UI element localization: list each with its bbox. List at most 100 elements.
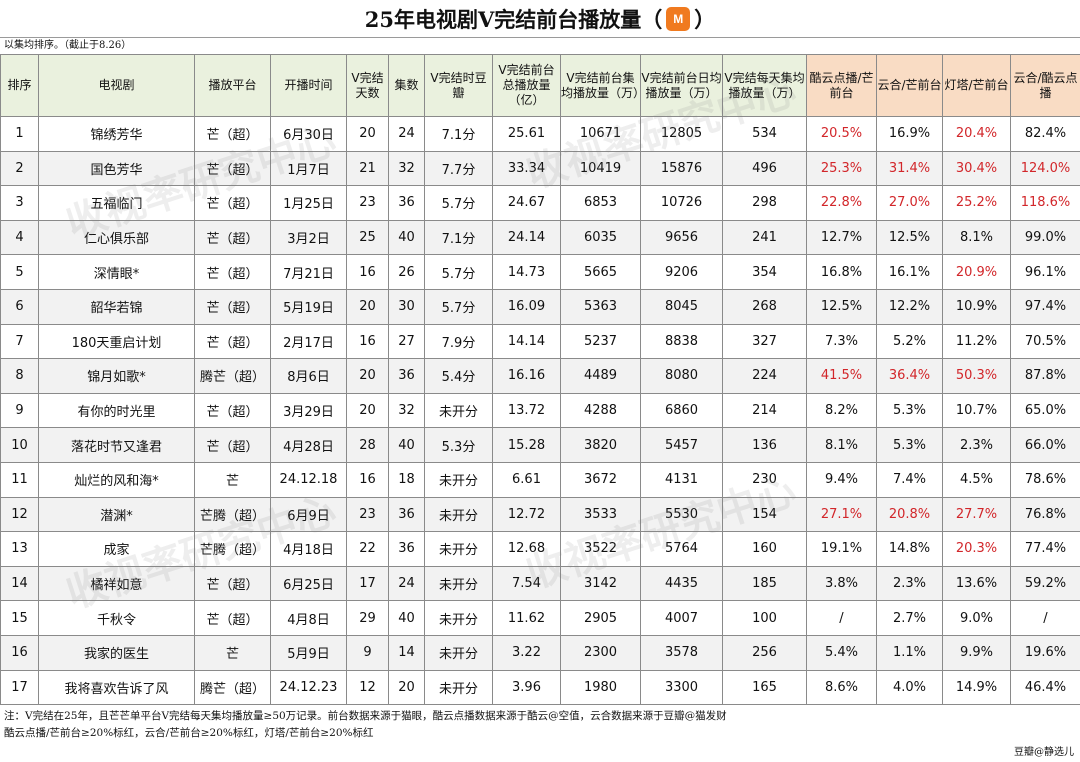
- column-header: 集数: [388, 54, 425, 117]
- table-cell: 27.0%: [876, 185, 943, 221]
- table-cell: 24.12.18: [270, 461, 347, 498]
- table-cell: 40: [388, 219, 425, 256]
- table-cell: 185: [722, 565, 807, 602]
- table-cell: 41.5%: [806, 358, 877, 394]
- table-cell: 99.0%: [1010, 219, 1080, 256]
- table-cell: 7: [0, 323, 39, 360]
- table-cell: 20.4%: [942, 116, 1011, 152]
- table-cell: 5月9日: [270, 634, 347, 671]
- table-cell: 16.8%: [806, 254, 877, 290]
- table-cell: 芒（超）: [194, 288, 271, 325]
- table-cell: 12.5%: [806, 288, 877, 325]
- table-cell: 2.7%: [876, 600, 943, 636]
- table-cell: 12.7%: [806, 219, 877, 256]
- table-cell: /: [1010, 600, 1080, 636]
- table-cell: 1月25日: [270, 185, 347, 221]
- table-cell: 8080: [640, 358, 723, 394]
- table-cell: 12805: [640, 116, 723, 152]
- table-cell: 芒（超）: [194, 150, 271, 187]
- table-cell: 腾芒（超）: [194, 358, 271, 394]
- table-cell: 77.4%: [1010, 531, 1080, 567]
- table-cell: 30.4%: [942, 150, 1011, 187]
- table-cell: 22: [346, 531, 389, 567]
- table-cell: 36: [388, 358, 425, 394]
- table-cell: 5530: [640, 496, 723, 533]
- table-cell: 6: [0, 288, 39, 325]
- table-cell: 4月18日: [270, 531, 347, 567]
- table-cell: 8045: [640, 288, 723, 325]
- footnote-line-1: 注：V完结在25年，且芒芒单平台V完结每天集均播放量≥50万记录。前台数据来源于…: [4, 710, 727, 722]
- table-cell: 3522: [560, 531, 641, 567]
- table-cell: 8: [0, 358, 39, 394]
- table-cell: 3300: [640, 669, 723, 706]
- table-cell: 2300: [560, 634, 641, 671]
- table-cell: 芒（超）: [194, 565, 271, 602]
- table-cell: 4.0%: [876, 669, 943, 706]
- table-cell: 160: [722, 531, 807, 567]
- table-cell: 2.3%: [942, 427, 1011, 463]
- table-cell: 8.6%: [806, 669, 877, 706]
- table-cell: 5.4分: [424, 358, 493, 394]
- table-header-row: 排序 电视剧 播放平台 开播时间 V完结天数 集数 V完结时豆瓣 V完结前台总播放量（亿） V完…: [0, 54, 1080, 117]
- table-cell: 5.7分: [424, 185, 493, 221]
- table-cell: 32: [388, 392, 425, 429]
- table-cell: 橘祥如意: [38, 565, 195, 602]
- table-cell: 18: [388, 461, 425, 498]
- table-cell: 33.34: [492, 150, 561, 187]
- table-row: 15 千秋令 芒（超） 4月8日 29 40 未开分 11.62 2905 4007 100/2.7…: [0, 600, 1080, 636]
- column-header: 电视剧: [38, 54, 195, 117]
- table-cell: 7.1分: [424, 116, 493, 152]
- table-cell: 16.16: [492, 358, 561, 394]
- table-cell: 5764: [640, 531, 723, 567]
- table-row: 11 灿烂的风和海* 芒 24.12.18 16 18 未开分 6.61 3672 4131 230…: [0, 461, 1080, 498]
- table-cell: 3.22: [492, 634, 561, 671]
- table-cell: 20: [388, 669, 425, 706]
- table-cell: 28: [346, 427, 389, 463]
- table-cell: 25.2%: [942, 185, 1011, 221]
- table-cell: 26: [388, 254, 425, 290]
- table-row: 12 潜渊* 芒腾（超） 6月9日 23 36 未开分 12.72 3533 5530 154 27.…: [0, 496, 1080, 533]
- table-cell: 36: [388, 185, 425, 221]
- table-cell: 5: [0, 254, 39, 290]
- table-cell: 未开分: [424, 669, 493, 706]
- table-cell: 241: [722, 219, 807, 256]
- table-cell: 4007: [640, 600, 723, 636]
- table-cell: 10: [0, 427, 39, 463]
- table-cell: 3.96: [492, 669, 561, 706]
- table-row: 3 五福临门 芒（超） 1月25日 23 36 5.7分 24.67 6853 10726 298 2…: [0, 185, 1080, 221]
- table-cell: 12.5%: [876, 219, 943, 256]
- table-cell: 59.2%: [1010, 565, 1080, 602]
- table-cell: 14.73: [492, 254, 561, 290]
- ratings-table: 排序 电视剧 播放平台 开播时间 V完结天数 集数 V完结时豆瓣 V完结前台总播放量（亿） V完…: [0, 54, 1080, 706]
- table-cell: 12.72: [492, 496, 561, 533]
- table-cell: 11.62: [492, 600, 561, 636]
- table-cell: 2905: [560, 600, 641, 636]
- column-header: V完结前台集均播放量（万）: [560, 54, 641, 117]
- table-cell: 五福临门: [38, 185, 195, 221]
- table-cell: 20: [346, 358, 389, 394]
- table-cell: 24: [388, 116, 425, 152]
- column-header: 云合/芒前台: [876, 54, 943, 117]
- table-cell: 20.3%: [942, 531, 1011, 567]
- table-cell: 5.3分: [424, 427, 493, 463]
- table-cell: 12: [0, 496, 39, 533]
- table-cell: 芒腾（超）: [194, 496, 271, 533]
- table-cell: 256: [722, 634, 807, 671]
- table-cell: 芒（超）: [194, 185, 271, 221]
- column-header: V完结时豆瓣: [424, 54, 493, 117]
- table-cell: 9.9%: [942, 634, 1011, 671]
- footnote: 注：V完结在25年，且芒芒单平台V完结每天集均播放量≥50万记录。前台数据来源于…: [0, 708, 1080, 762]
- table-cell: 9.0%: [942, 600, 1011, 636]
- table-cell: 1.1%: [876, 634, 943, 671]
- table-cell: 7.54: [492, 565, 561, 602]
- table-cell: 芒（超）: [194, 600, 271, 636]
- table-cell: 2.3%: [876, 565, 943, 602]
- table-cell: 21: [346, 150, 389, 187]
- table-cell: 未开分: [424, 496, 493, 533]
- table-cell: 19.6%: [1010, 634, 1080, 671]
- table-cell: 154: [722, 496, 807, 533]
- table-cell: 10.9%: [942, 288, 1011, 325]
- table-cell: 潜渊*: [38, 496, 195, 533]
- table-cell: 4.5%: [942, 461, 1011, 498]
- table-cell: 10.7%: [942, 392, 1011, 429]
